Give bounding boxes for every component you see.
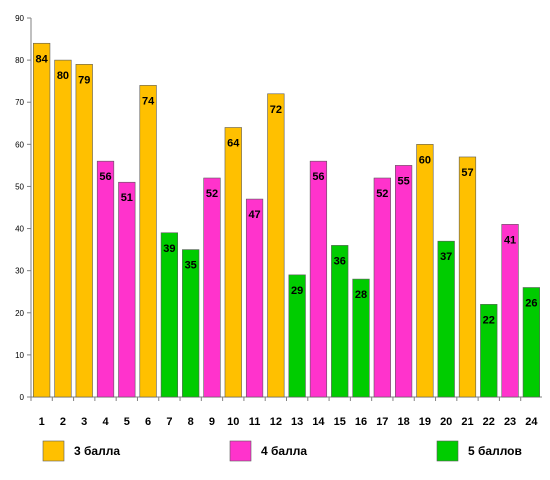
bar [480,304,498,398]
data-label: 60 [419,154,431,166]
x-tick-label: 20 [440,416,452,428]
x-tick-label: 1 [39,416,45,428]
data-label: 51 [121,192,133,204]
data-label: 57 [461,167,473,179]
data-label: 52 [376,188,388,200]
bar [373,177,391,398]
y-tick-label: 90 [15,14,24,23]
y-tick-label: 30 [15,267,24,276]
legend-swatch [436,440,459,462]
bar [96,160,115,398]
x-tick-label: 18 [397,416,409,428]
data-label: 80 [57,70,69,82]
bar [54,59,72,398]
data-label: 26 [525,298,537,310]
data-label: 79 [78,74,90,86]
y-ticks: 0 10 20 30 40 50 60 70 80 90 [15,14,31,402]
legend: 3 балла 4 балла 5 баллов [42,440,522,462]
legend-swatch [42,440,65,462]
x-tick-label: 3 [81,416,87,428]
x-tick-label: 9 [209,416,215,428]
bar [522,287,540,398]
bar [288,274,306,398]
bar [245,198,264,398]
data-label: 39 [163,243,175,255]
x-tick-label: 6 [145,416,151,428]
legend-label: 3 балла [74,444,120,458]
bars: 84 80 79 56 51 74 39 35 52 64 47 72 29 56 36 28 52 55 60 37… [33,42,540,398]
data-label: 29 [291,285,303,297]
data-label: 56 [99,171,111,183]
bar [437,240,455,398]
data-label: 37 [440,251,452,263]
bar [118,181,136,398]
x-tick-label: 8 [188,416,194,428]
x-tick-label: 21 [461,416,473,428]
bar [203,177,221,398]
data-label: 56 [312,171,324,183]
bar [33,42,51,398]
y-tick-label: 60 [15,140,24,149]
bar [139,85,157,398]
x-tick-label: 22 [483,416,495,428]
data-label: 74 [142,95,155,107]
x-tick-label: 11 [249,416,261,428]
data-label: 64 [227,137,240,149]
y-tick-label: 10 [15,351,24,360]
x-tick-label: 5 [124,416,130,428]
bar [395,165,413,398]
bar [224,127,242,398]
data-label: 55 [397,175,409,187]
bar [352,278,370,398]
x-tick-label: 2 [60,416,66,428]
y-tick-label: 40 [15,225,24,234]
x-tick-label: 19 [419,416,431,428]
data-label: 35 [185,260,197,272]
data-label: 36 [334,255,346,267]
x-tick-label: 12 [270,416,282,428]
x-tick-label: 24 [525,416,538,428]
data-label: 22 [483,314,495,326]
x-tick-label: 10 [227,416,239,428]
y-tick-label: 70 [15,98,24,107]
data-label: 47 [248,209,260,221]
x-tick-label: 14 [312,416,325,428]
data-label: 41 [504,234,516,246]
bar [501,224,519,398]
x-tick-label: 7 [166,416,172,428]
y-tick-label: 50 [15,182,24,191]
x-tick-label: 17 [376,416,388,428]
y-tick-label: 20 [15,309,24,318]
bar [75,64,93,398]
x-tick-label: 23 [504,416,516,428]
bar [309,160,328,398]
legend-label: 5 баллов [468,444,522,458]
bar [416,144,434,398]
x-ticks: 1 2 3 4 5 6 7 8 9 10 11 12 13 14 15 16 17 18 19 20 21 22 23 24 [30,397,538,428]
data-label: 72 [270,104,282,116]
x-tick-label: 4 [102,416,109,428]
bar [160,232,178,398]
data-label: 28 [355,289,367,301]
y-tick-label: 80 [15,56,24,65]
bar [458,156,477,398]
data-label: 84 [36,53,49,65]
bar [331,245,349,398]
y-tick-label: 0 [20,393,25,402]
x-tick-label: 15 [334,416,346,428]
x-tick-label: 13 [291,416,303,428]
data-label: 52 [206,188,218,200]
bar [267,93,285,398]
legend-label: 4 балла [261,444,307,458]
bar [182,249,200,398]
legend-swatch [229,440,252,462]
x-tick-label: 16 [355,416,367,428]
